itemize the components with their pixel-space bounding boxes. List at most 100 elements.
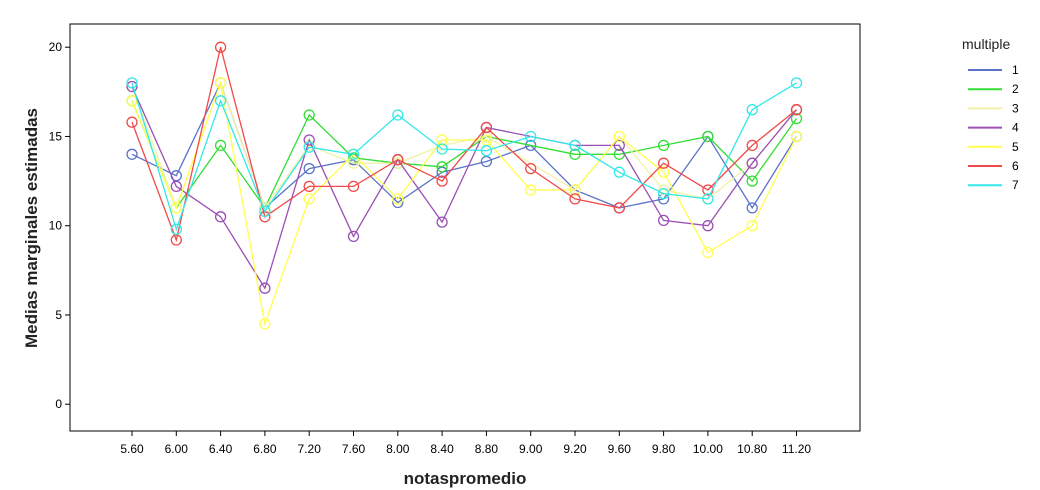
data-point (657, 166, 670, 178)
data-point (214, 95, 227, 107)
data-point (790, 112, 803, 125)
data-point (436, 143, 448, 155)
data-point (657, 184, 670, 196)
data-point (303, 180, 315, 193)
series-line-7 (131, 82, 797, 232)
data-point (480, 145, 493, 157)
data-point (790, 104, 803, 116)
x-tick-label: 6.00 (165, 442, 189, 456)
legend-label: 6 (1012, 159, 1019, 173)
series-7 (126, 77, 803, 235)
y-axis: 0 5 10 15 20 (49, 40, 70, 411)
data-point (702, 193, 714, 205)
data-point (613, 166, 625, 178)
data-point (126, 80, 138, 93)
data-point (746, 202, 758, 214)
data-point (657, 139, 670, 152)
x-tick-label: 11.20 (782, 442, 811, 456)
legend: multiple 1 2 3 4 5 6 7 (962, 36, 1019, 192)
x-tick-label: 7.60 (342, 442, 366, 456)
x-tick-label: 10.80 (737, 442, 767, 456)
data-point (170, 223, 182, 235)
legend-label: 4 (1012, 121, 1019, 135)
x-tick-label: 10.00 (693, 442, 723, 456)
y-tick-label: 0 (55, 397, 62, 411)
series-line-4 (131, 86, 798, 290)
data-point (126, 148, 138, 160)
data-point (569, 148, 581, 160)
data-point (436, 216, 448, 228)
data-point (525, 139, 537, 152)
series-line-5 (131, 80, 798, 327)
data-point (480, 134, 493, 146)
data-point (746, 220, 758, 232)
y-tick-label: 5 (55, 308, 62, 322)
data-point (436, 134, 448, 146)
x-tick-label: 9.00 (519, 442, 543, 456)
data-point (790, 130, 803, 143)
x-tick-label: 9.20 (563, 442, 587, 456)
x-tick-label: 8.00 (386, 442, 410, 456)
data-point (126, 116, 138, 128)
data-point (392, 154, 404, 166)
x-tick-label: 8.40 (430, 442, 454, 456)
x-tick-label: 5.60 (120, 442, 144, 456)
data-point (657, 187, 670, 200)
data-point (259, 205, 271, 218)
series-line-6 (131, 47, 797, 243)
data-point (525, 184, 537, 196)
data-point (392, 109, 404, 121)
data-point (613, 139, 625, 152)
data-point (480, 121, 493, 134)
data-point (170, 180, 182, 193)
data-point (347, 157, 360, 169)
data-point (480, 155, 493, 168)
data-point (214, 211, 227, 223)
data-point (613, 202, 625, 214)
data-point (525, 162, 537, 175)
legend-label: 1 (1012, 63, 1019, 77)
data-point (259, 282, 271, 294)
y-tick-label: 10 (49, 219, 63, 233)
legend-label: 5 (1012, 140, 1019, 154)
data-point (303, 141, 315, 153)
data-point (790, 77, 803, 89)
data-point (702, 130, 714, 143)
series-layer (126, 41, 803, 330)
data-point (303, 162, 315, 175)
data-point (746, 175, 758, 187)
data-point (480, 130, 493, 143)
data-point (303, 109, 315, 121)
data-point (657, 214, 670, 227)
data-point (525, 130, 537, 143)
data-point (746, 139, 758, 152)
data-point (392, 193, 404, 205)
data-point (392, 196, 404, 209)
data-point (214, 77, 227, 89)
data-point (613, 130, 625, 143)
data-point (303, 134, 315, 146)
data-point (569, 139, 581, 152)
x-tick-label: 8.80 (475, 442, 499, 456)
x-tick-label: 9.60 (608, 442, 632, 456)
data-point (569, 184, 581, 196)
data-point (170, 234, 182, 246)
data-point (702, 246, 714, 259)
data-point (259, 318, 271, 330)
x-tick-label: 7.20 (298, 442, 322, 456)
data-point (347, 148, 360, 160)
x-tick-label: 9.80 (652, 442, 676, 456)
data-point (569, 193, 581, 205)
y-tick-label: 15 (49, 129, 63, 143)
legend-label: 3 (1012, 101, 1019, 115)
x-axis-title: notaspromedio (404, 469, 527, 488)
data-point (170, 202, 182, 214)
series-6 (126, 41, 803, 246)
data-point (746, 104, 758, 116)
data-point (214, 139, 227, 152)
data-point (214, 41, 227, 53)
x-tick-label: 6.40 (209, 442, 233, 456)
data-point (657, 157, 670, 169)
data-point (347, 230, 360, 243)
